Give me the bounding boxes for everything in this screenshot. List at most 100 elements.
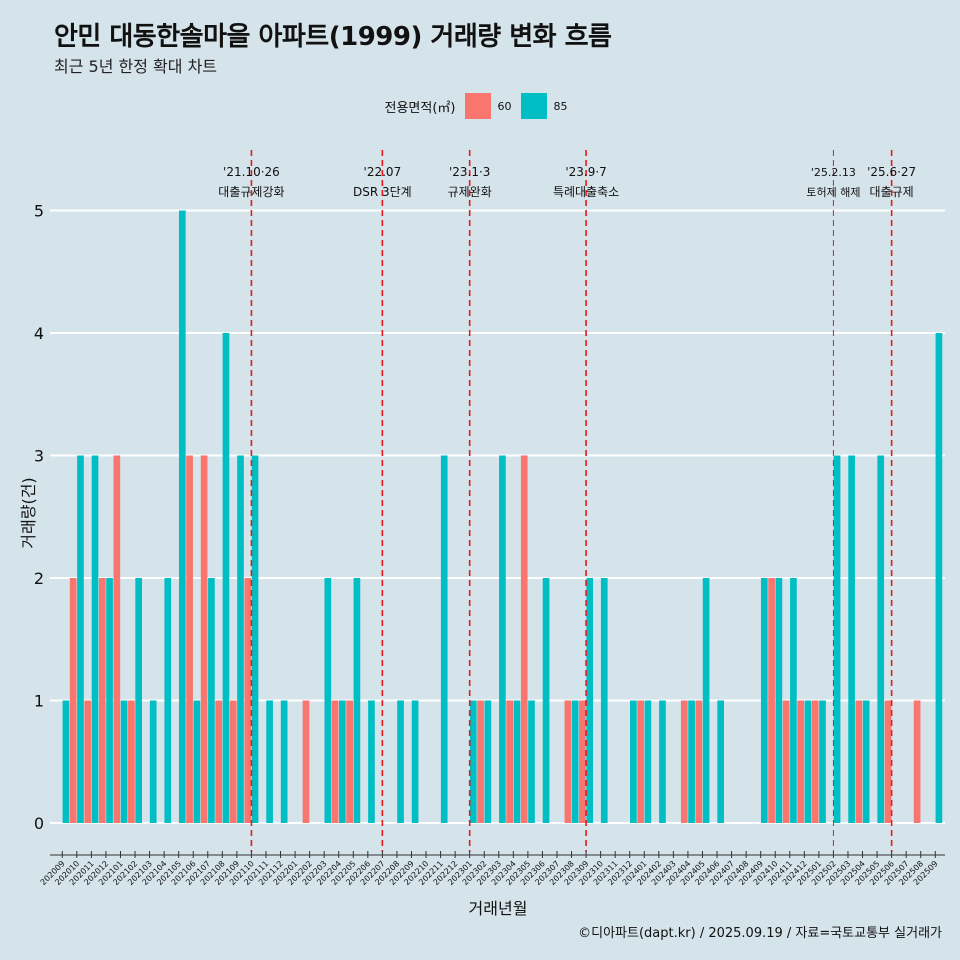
bar-85-202404 <box>688 700 695 823</box>
bar-60-202110 <box>244 578 252 823</box>
bar-60-202106 <box>186 455 193 823</box>
annotation-text: 규제완화 <box>448 185 492 199</box>
bar-85-202309 <box>586 578 594 823</box>
bar-85-202504 <box>862 700 870 823</box>
bar-85-202211 <box>440 455 448 823</box>
bar-85-202502 <box>833 455 841 823</box>
bar-85-202104 <box>164 578 172 823</box>
bar-60-202101 <box>113 455 121 823</box>
y-tick-label: 4 <box>34 324 44 343</box>
bar-85-202112 <box>280 700 288 823</box>
bar-85-202111 <box>266 700 273 823</box>
y-tick-label: 2 <box>34 569 44 588</box>
bar-60-202010 <box>69 578 77 823</box>
bar-60-202412 <box>797 700 805 823</box>
bar-60-202404 <box>680 700 688 823</box>
legend-key-60 <box>465 93 492 119</box>
bar-60-202401 <box>637 700 644 823</box>
annotation-text: 대출규제강화 <box>218 185 284 199</box>
bar-85-202501 <box>819 700 826 823</box>
bar-85-202412 <box>804 700 812 823</box>
bar-60-202109 <box>229 700 237 823</box>
bar-60-202501 <box>811 700 819 823</box>
bar-60-202108 <box>215 700 223 823</box>
legend-label-85: 85 <box>553 99 568 113</box>
bar-85-202106 <box>193 700 201 823</box>
bar-85-202406 <box>717 700 724 823</box>
x-axis-title: 거래년월 <box>469 899 528 918</box>
bar-85-202402 <box>659 700 666 823</box>
bar-85-202306 <box>542 578 550 823</box>
bar-85-202108 <box>222 333 230 823</box>
annotation-labels: '21.10·26 대출규제강화 '22.07 DSR 3단계 '23.1·3 규제완화 '… <box>218 165 916 199</box>
bar-85-202505 <box>877 455 885 823</box>
bar-85-202012 <box>106 578 113 823</box>
annotation-lines <box>250 150 893 852</box>
bar-85-202101 <box>120 700 128 823</box>
bar-85-202205 <box>353 578 361 823</box>
bar-60-202204 <box>331 700 339 823</box>
bar-85-202310 <box>600 578 608 823</box>
bar-85-202405 <box>702 578 710 823</box>
y-tick-label: 1 <box>34 692 44 711</box>
bar-60-202302 <box>477 700 484 823</box>
bar-60-202102 <box>128 700 135 823</box>
bar-85-202209 <box>411 700 419 823</box>
y-tick-label: 5 <box>34 202 44 221</box>
annotation-text: DSR 3단계 <box>353 185 412 199</box>
bar-85-202208 <box>397 700 404 823</box>
bar-85-202103 <box>149 700 157 823</box>
bar-60-202012 <box>98 578 106 823</box>
annotation-text: 토허제 해제 <box>806 185 860 199</box>
bar-60-202508 <box>913 700 921 823</box>
bars <box>62 210 943 823</box>
bar-85-202206 <box>368 700 375 823</box>
bar-60-202410 <box>768 578 775 823</box>
bar-85-202401 <box>644 700 652 823</box>
legend-title: 전용면적(㎡) <box>384 100 456 116</box>
bar-60-202107 <box>200 455 208 823</box>
x-axis: 2020092020102020112020122021012021022021… <box>39 851 945 887</box>
bar-60-202202 <box>302 700 310 823</box>
legend: 전용면적(㎡) 60 85 <box>0 93 960 119</box>
bar-60-202011 <box>84 700 92 823</box>
bar-85-202409 <box>760 578 768 823</box>
annotation-text: 특례대출축소 <box>553 185 619 199</box>
bar-85-202009 <box>62 700 70 823</box>
legend-key-85 <box>521 93 548 119</box>
bar-60-202506 <box>884 700 892 823</box>
bar-85-202204 <box>339 700 346 823</box>
bar-85-202107 <box>208 578 215 823</box>
bar-85-202011 <box>91 455 99 823</box>
bar-85-202411 <box>790 578 797 823</box>
bar-85-202308 <box>571 700 579 823</box>
annotation-text: 대출규제 <box>870 185 914 199</box>
annotation-date: '23.9·7 <box>565 165 606 179</box>
bar-85-202302 <box>484 700 492 823</box>
bar-60-202305 <box>520 455 528 823</box>
y-axis: 0 1 2 3 4 5 <box>34 202 44 834</box>
bar-85-202203 <box>324 578 332 823</box>
y-tick-label: 0 <box>34 814 44 833</box>
annotation-date: '25.6·27 <box>867 165 916 179</box>
annotation-date: '22.07 <box>364 165 402 179</box>
chart-title: 안민 대동한솔마을 아파트(1999) 거래량 변화 흐름 <box>54 22 612 52</box>
bar-85-202509 <box>935 333 943 823</box>
caption: ©디아파트(dapt.kr) / 2025.09.19 / 자료=국토교통부 실… <box>578 926 942 941</box>
bar-60-202308 <box>564 700 572 823</box>
y-tick-label: 3 <box>34 447 44 466</box>
chart-subtitle: 최근 5년 한정 확대 차트 <box>54 57 218 76</box>
bar-60-202205 <box>346 700 353 823</box>
bar-85-202105 <box>178 210 186 823</box>
bar-85-202010 <box>77 455 84 823</box>
bar-85-202305 <box>528 700 535 823</box>
bar-60-202504 <box>855 700 863 823</box>
bar-85-202503 <box>848 455 855 823</box>
bar-60-202304 <box>506 700 514 823</box>
bar-60-202309 <box>579 700 586 823</box>
legend-label-60: 60 <box>497 99 512 113</box>
bar-60-202411 <box>782 700 790 823</box>
bar-85-202301 <box>469 700 477 823</box>
bar-85-202410 <box>775 578 783 823</box>
